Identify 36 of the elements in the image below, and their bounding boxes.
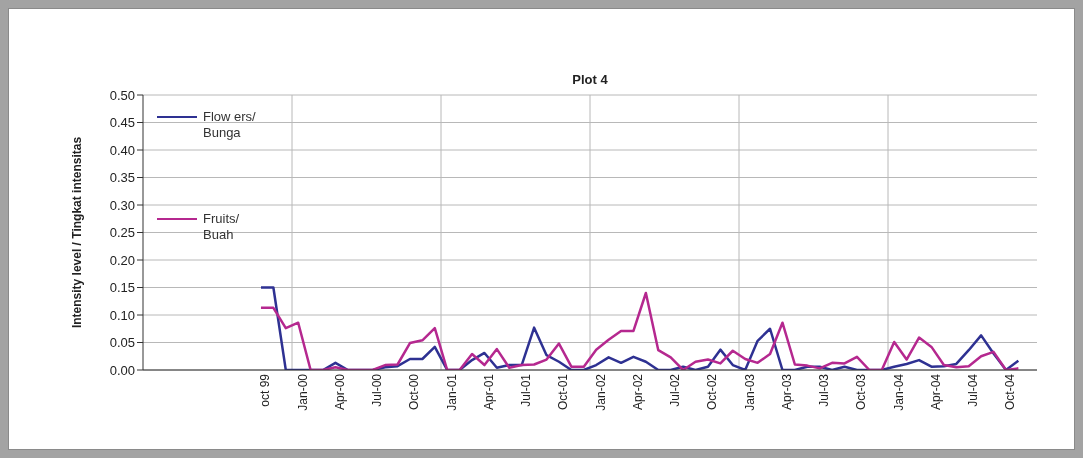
x-tick-label: Jan-03	[742, 373, 757, 411]
x-tick-label: Apr-02	[630, 373, 645, 411]
y-tick-label: 0.25	[109, 225, 135, 241]
x-tick-label: Apr-00	[332, 373, 347, 411]
y-axis-title: Intensity level / Tingkat intensitas	[70, 136, 85, 329]
x-tick-label: Oct-02	[705, 373, 720, 411]
y-tick-label: 0.10	[109, 307, 135, 323]
x-tick-label: oct 99	[258, 373, 273, 407]
chart-title: Plot 4	[571, 72, 609, 87]
x-tick-label: Jan-01	[444, 373, 459, 411]
y-tick-label: 0.40	[109, 142, 135, 158]
y-tick-label: 0.20	[109, 252, 135, 268]
x-tick-label: Apr-01	[481, 373, 496, 411]
x-tick-label: Oct-01	[556, 373, 571, 411]
x-tick-label: Jan-04	[891, 373, 906, 411]
y-tick-label: 0.50	[109, 87, 135, 103]
y-tick-label: 0.35	[109, 170, 135, 186]
x-tick-label: Jul-04	[966, 373, 981, 407]
x-tick-label: Apr-04	[928, 373, 943, 411]
x-tick-label: Oct-03	[854, 373, 869, 411]
y-tick-label: 0.05	[109, 335, 135, 351]
x-tick-label: Jan-00	[295, 373, 310, 411]
x-tick-label: Jul-02	[668, 373, 683, 407]
y-tick-label: 0.30	[109, 197, 135, 213]
x-tick-label: Oct-04	[1003, 373, 1018, 411]
x-tick-label: Apr-03	[779, 373, 794, 411]
x-tick-label: Jan-02	[593, 373, 608, 411]
x-tick-label: Oct-00	[407, 373, 422, 411]
y-tick-label: 0.45	[109, 115, 135, 131]
y-tick-label: 0.00	[109, 362, 135, 378]
y-tick-label: 0.15	[109, 280, 135, 296]
legend-label: Flow ers/ Bunga	[203, 109, 257, 141]
x-tick-label: Jul-01	[519, 373, 534, 407]
x-tick-label: Jul-00	[370, 373, 385, 407]
legend-label: Fruits/ Buah	[203, 211, 241, 243]
x-tick-label: Jul-03	[817, 373, 832, 407]
